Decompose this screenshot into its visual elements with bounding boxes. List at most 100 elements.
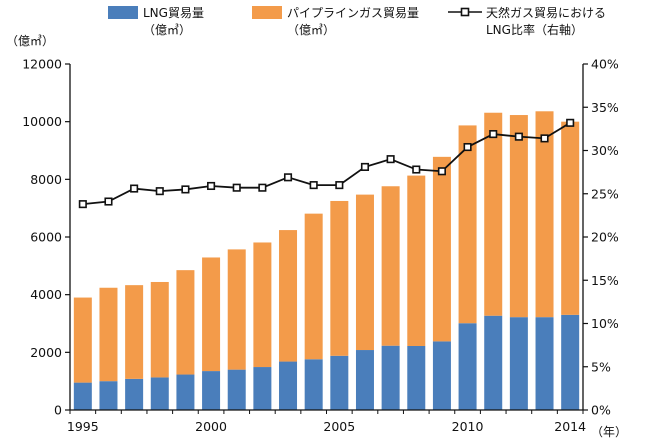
bar-lng-1995 bbox=[73, 382, 92, 410]
lng-ratio-point-2008 bbox=[412, 165, 421, 174]
lng-ratio-point-2011 bbox=[489, 130, 498, 139]
legend-item-pipeline: パイプラインガス貿易量 （億㎥） bbox=[252, 6, 419, 37]
lng-ratio-point-1996 bbox=[104, 197, 113, 206]
y-right-tick-label-7: 35% bbox=[591, 100, 619, 115]
y-right-tick-label-2: 10% bbox=[591, 316, 619, 331]
x-tick-label-2000: 2000 bbox=[195, 419, 227, 434]
lng-ratio-point-1999 bbox=[181, 185, 190, 194]
legend-item-ratio: 天然ガス貿易における LNG比率（右軸） bbox=[448, 5, 606, 37]
x-tick-label-1995: 1995 bbox=[67, 419, 99, 434]
legend-item-lng: LNG貿易量 （億㎥） bbox=[108, 6, 204, 37]
bar-lng-2008 bbox=[407, 345, 426, 410]
bar-pipeline-2009 bbox=[432, 156, 451, 342]
lng-ratio-point-2006 bbox=[360, 162, 370, 171]
bar-lng-1997 bbox=[125, 378, 144, 410]
bars bbox=[73, 111, 580, 410]
bar-lng-2013 bbox=[535, 317, 554, 410]
y-left-tick-label-12000: 12000 bbox=[22, 57, 62, 72]
legend-label-pipeline: パイプラインガス貿易量 bbox=[287, 6, 419, 20]
bar-lng-2000 bbox=[202, 371, 221, 410]
bar-pipeline-2010 bbox=[458, 125, 477, 324]
lng-ratio-point-2002 bbox=[258, 183, 267, 192]
y-right-tick-label-8: 40% bbox=[591, 57, 619, 72]
bar-lng-2003 bbox=[279, 361, 298, 410]
bar-lng-2007 bbox=[381, 345, 400, 410]
bar-lng-2014 bbox=[561, 314, 580, 410]
bar-pipeline-2000 bbox=[202, 257, 221, 372]
legend-label-ratio: 天然ガス貿易における bbox=[486, 5, 606, 20]
lng-ratio-point-2012 bbox=[514, 132, 523, 141]
lng-ratio-point-1998 bbox=[155, 187, 164, 196]
bar-lng-2010 bbox=[458, 323, 477, 410]
y-right-tick-label-5: 25% bbox=[591, 186, 619, 201]
lng-ratio-polyline bbox=[82, 122, 571, 206]
bar-lng-2009 bbox=[432, 341, 451, 410]
lng-ratio-point-2004 bbox=[309, 181, 318, 190]
y-left-tick-label-8000: 8000 bbox=[30, 172, 62, 187]
bar-lng-2005 bbox=[330, 355, 349, 410]
bar-pipeline-1997 bbox=[125, 285, 144, 379]
bar-pipeline-2003 bbox=[279, 230, 298, 362]
legend-unit-lng: （億㎥） bbox=[143, 23, 191, 37]
y-left-tick-label-4000: 4000 bbox=[30, 287, 62, 302]
y-right-tick-label-4: 20% bbox=[591, 230, 619, 245]
legend: LNG貿易量 （億㎥） パイプラインガス貿易量 （億㎥） 天然ガス貿易における … bbox=[108, 5, 606, 37]
bar-pipeline-2006 bbox=[355, 194, 374, 351]
bar-pipeline-2002 bbox=[253, 242, 272, 368]
bar-pipeline-2005 bbox=[330, 200, 349, 356]
legend-marker-ratio bbox=[460, 7, 470, 17]
lng-ratio-point-2010 bbox=[463, 142, 472, 152]
bar-lng-2004 bbox=[304, 359, 323, 410]
bar-lng-2006 bbox=[355, 350, 374, 410]
x-tick-label-2010: 2010 bbox=[452, 419, 484, 434]
axes: 0 2000 4000 6000 8000 10000 12000 0% 5% 10% 15% 20%… bbox=[22, 57, 619, 435]
y-left-tick-label-2000: 2000 bbox=[30, 345, 62, 360]
y-left-tick-label-0: 0 bbox=[54, 403, 62, 418]
legend-label-lng: LNG貿易量 bbox=[143, 6, 204, 20]
bar-lng-1996 bbox=[99, 381, 118, 410]
y-left-tick-label-6000: 6000 bbox=[30, 230, 62, 245]
y-left-tick-label-10000: 10000 bbox=[22, 114, 62, 129]
bar-lng-2011 bbox=[484, 315, 503, 410]
lng-ratio-point-2001 bbox=[232, 183, 241, 192]
lng-ratio-point-2014 bbox=[566, 118, 575, 127]
lng-ratio-point-2005 bbox=[335, 181, 344, 190]
bar-pipeline-2012 bbox=[509, 115, 528, 318]
bar-lng-2002 bbox=[253, 367, 272, 410]
bar-lng-1998 bbox=[150, 377, 169, 410]
bar-pipeline-2008 bbox=[407, 175, 426, 346]
bar-pipeline-2007 bbox=[381, 186, 400, 346]
x-tick-label-2014: 2014 bbox=[554, 419, 586, 434]
lng-ratio-point-1995 bbox=[78, 200, 87, 209]
lng-ratio-point-1997 bbox=[130, 184, 139, 193]
lng-ratio-point-2003 bbox=[283, 173, 293, 182]
legend-swatch-pipeline bbox=[252, 6, 282, 19]
bar-pipeline-2004 bbox=[304, 213, 323, 360]
bar-lng-2001 bbox=[227, 369, 246, 410]
bar-pipeline-2013 bbox=[535, 111, 554, 318]
x-unit: （年） bbox=[591, 425, 627, 439]
bar-lng-1999 bbox=[176, 374, 195, 410]
bar-pipeline-2014 bbox=[561, 121, 580, 315]
bar-pipeline-1996 bbox=[99, 287, 118, 382]
legend-swatch-lng bbox=[108, 6, 138, 19]
legend-unit-pipeline: （億㎥） bbox=[287, 23, 335, 37]
bar-pipeline-2011 bbox=[484, 112, 503, 316]
bar-lng-2012 bbox=[509, 317, 528, 410]
y-right-tick-label-3: 15% bbox=[591, 273, 619, 288]
y-right-tick-label-1: 5% bbox=[591, 359, 611, 374]
bar-pipeline-1999 bbox=[176, 270, 195, 375]
lng-ratio-line bbox=[78, 118, 575, 209]
bar-pipeline-2001 bbox=[227, 249, 246, 370]
y-right-tick-label-0: 0% bbox=[591, 403, 611, 418]
bar-pipeline-1998 bbox=[150, 281, 169, 378]
y-left-unit: （億㎥） bbox=[6, 34, 54, 48]
y-right-tick-label-6: 30% bbox=[591, 143, 619, 158]
lng-ratio-point-2000 bbox=[207, 181, 216, 191]
lng-ratio-point-2007 bbox=[386, 155, 395, 164]
legend-unit-ratio: LNG比率（右軸） bbox=[486, 22, 583, 37]
lng-ratio-point-2013 bbox=[540, 134, 549, 143]
lng-ratio-point-2009 bbox=[437, 167, 446, 176]
x-tick-label-2005: 2005 bbox=[323, 419, 355, 434]
